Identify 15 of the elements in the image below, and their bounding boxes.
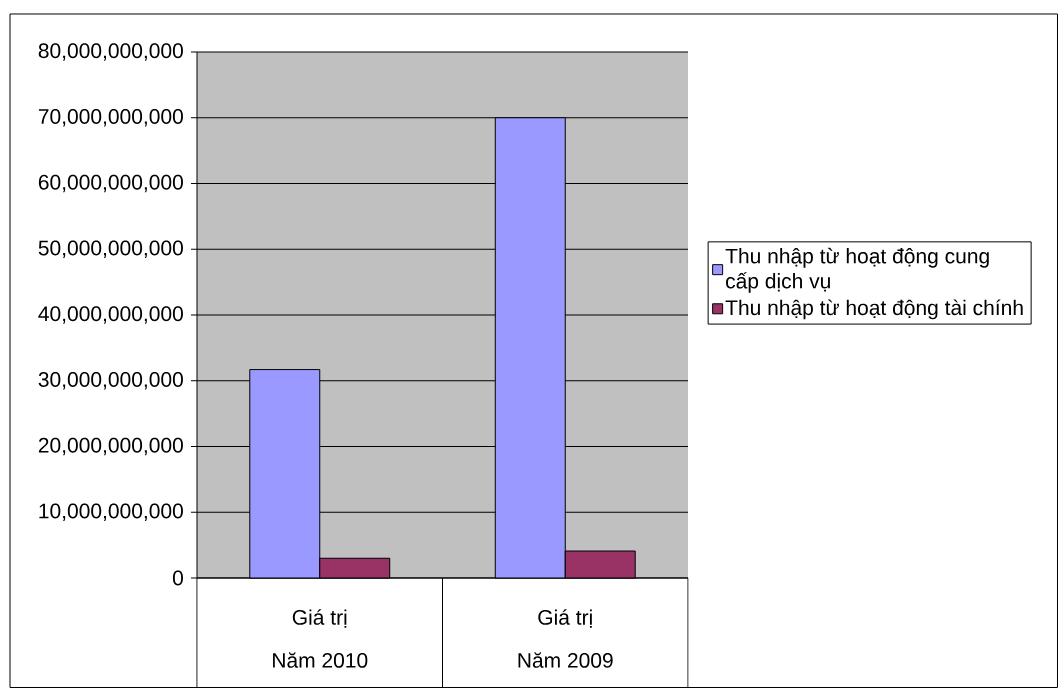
text: Năm 2010 xyxy=(273,652,368,668)
legend-label: Thu nhập từ hoạt động cung cấp dịch vụ xyxy=(725,247,989,293)
legend-label: Thu nhập từ hoạt động tài chính xyxy=(725,299,1023,320)
y-tick-label: 0 xyxy=(172,570,183,586)
y-tick-label: 20,000,000,000 xyxy=(38,437,183,456)
y-tick-label: 10,000,000,000 xyxy=(39,503,183,521)
y-tick-label: 50,000,000,000 xyxy=(38,240,183,258)
y-tick-label: 80,000,000,000 xyxy=(38,43,183,61)
y-tick-label: 70,000,000,000 xyxy=(38,109,183,127)
y-tick-label: 40,000,000,000 xyxy=(38,306,183,324)
y-tick-label: 60,000,000,000 xyxy=(38,174,183,193)
x-tick-label: Giá trị xyxy=(538,609,592,628)
x-tick-label: Giá trị xyxy=(292,609,347,628)
text: Năm 2009 xyxy=(518,652,613,668)
y-tick-label: 30,000,000,000 xyxy=(38,372,183,390)
